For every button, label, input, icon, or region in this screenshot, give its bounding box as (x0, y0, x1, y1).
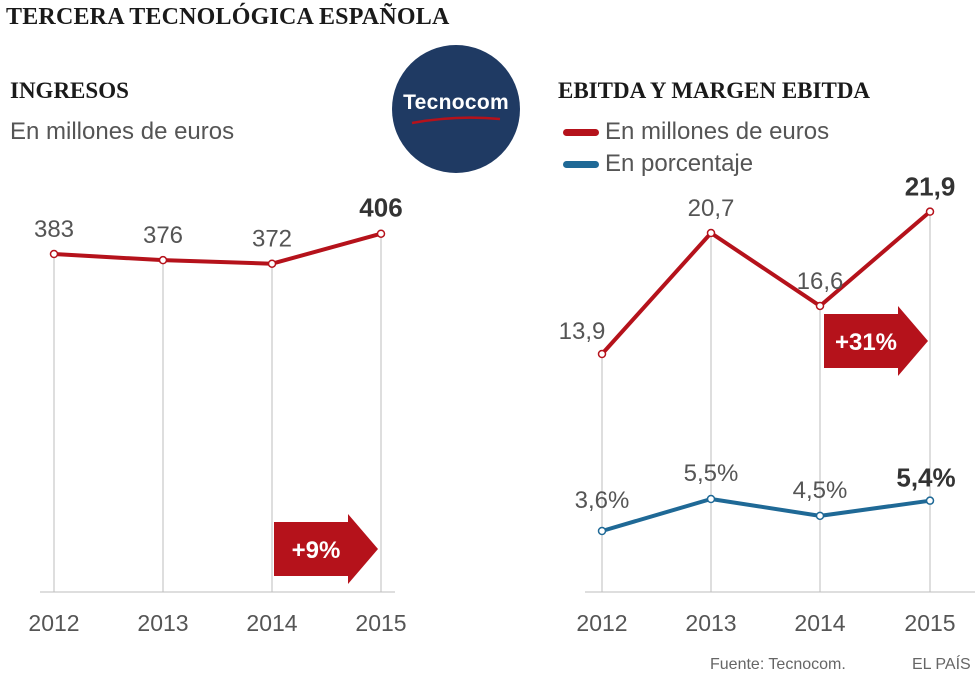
ingresos-growth-label: +9% (292, 537, 341, 564)
ingresos-growth-arrow (274, 514, 378, 584)
ingresos-point (376, 229, 386, 238)
ebitda-percent-data-label: 5,5% (684, 460, 739, 487)
credit-note: EL PAÍS (912, 656, 971, 673)
ingresos-point (158, 255, 168, 265)
ebitda-percent-data-label: 5,4% (896, 463, 955, 493)
legend-item-percent: En porcentaje (563, 150, 753, 178)
ebitda-x-tick-label: 2014 (794, 610, 845, 636)
page-title: TERCERA TECNOLÓGICA ESPAÑOLA (6, 4, 450, 30)
ingresos-subtitle: En millones de euros (10, 118, 235, 145)
ebitda-percent-point (597, 526, 607, 536)
legend-swatch-blue (563, 160, 599, 168)
ingresos-x-tick-label: 2014 (246, 610, 297, 636)
ingresos-point (49, 249, 59, 259)
ebitda-x-tick-label: 2013 (685, 610, 736, 636)
source-note: Fuente: Tecnocom. (710, 656, 846, 673)
ebitda-euros-data-label: 21,9 (905, 172, 956, 202)
ingresos-data-label: 372 (252, 226, 292, 253)
legend-swatch-red (563, 128, 599, 136)
ebitda-percent-line (601, 497, 931, 533)
ingresos-series-line (53, 231, 382, 266)
ebitda-euros-data-label: 13,9 (559, 318, 606, 345)
ebitda-euros-line (600, 210, 932, 356)
ingresos-title: INGRESOS (10, 78, 129, 103)
ebitda-euros-point (597, 349, 607, 359)
ebitda-growth-label: +31% (835, 329, 897, 356)
legend-label-euros: En millones de euros (605, 118, 830, 145)
ebitda-percent-point (706, 494, 716, 504)
ebitda-percent-data-label: 4,5% (793, 477, 848, 504)
ingresos-data-label: 406 (359, 193, 402, 223)
legend-label-percent: En porcentaje (605, 150, 754, 177)
ebitda-title: EBITDA Y MARGEN EBITDA (558, 78, 871, 103)
ebitda-euros-point (815, 301, 825, 311)
ingresos-x-tick-label: 2013 (137, 610, 188, 636)
ebitda-euros-data-label: 20,7 (688, 195, 735, 222)
ebitda-euros-point (925, 207, 935, 216)
ingresos-data-label: 383 (34, 216, 74, 243)
legend-item-euros: En millones de euros (563, 118, 829, 146)
ingresos-x-tick-label: 2015 (355, 610, 406, 636)
ingresos-x-tick-label: 2012 (28, 610, 79, 636)
ebitda-growth-arrow (824, 306, 928, 376)
ebitda-percent-data-label: 3,6% (575, 487, 630, 514)
ebitda-percent-point (925, 496, 935, 505)
ingresos-data-label: 376 (143, 222, 183, 249)
ebitda-x-tick-label: 2015 (904, 610, 955, 636)
ebitda-euros-point (706, 228, 716, 238)
tecnocom-logo: Tecnocom (392, 45, 520, 173)
ingresos-point (267, 259, 277, 268)
logo-text: Tecnocom (403, 91, 509, 114)
ebitda-percent-point (815, 511, 825, 521)
ebitda-euros-data-label: 16,6 (797, 268, 844, 295)
ebitda-x-tick-label: 2012 (576, 610, 627, 636)
logo-swoosh-icon (411, 116, 501, 125)
